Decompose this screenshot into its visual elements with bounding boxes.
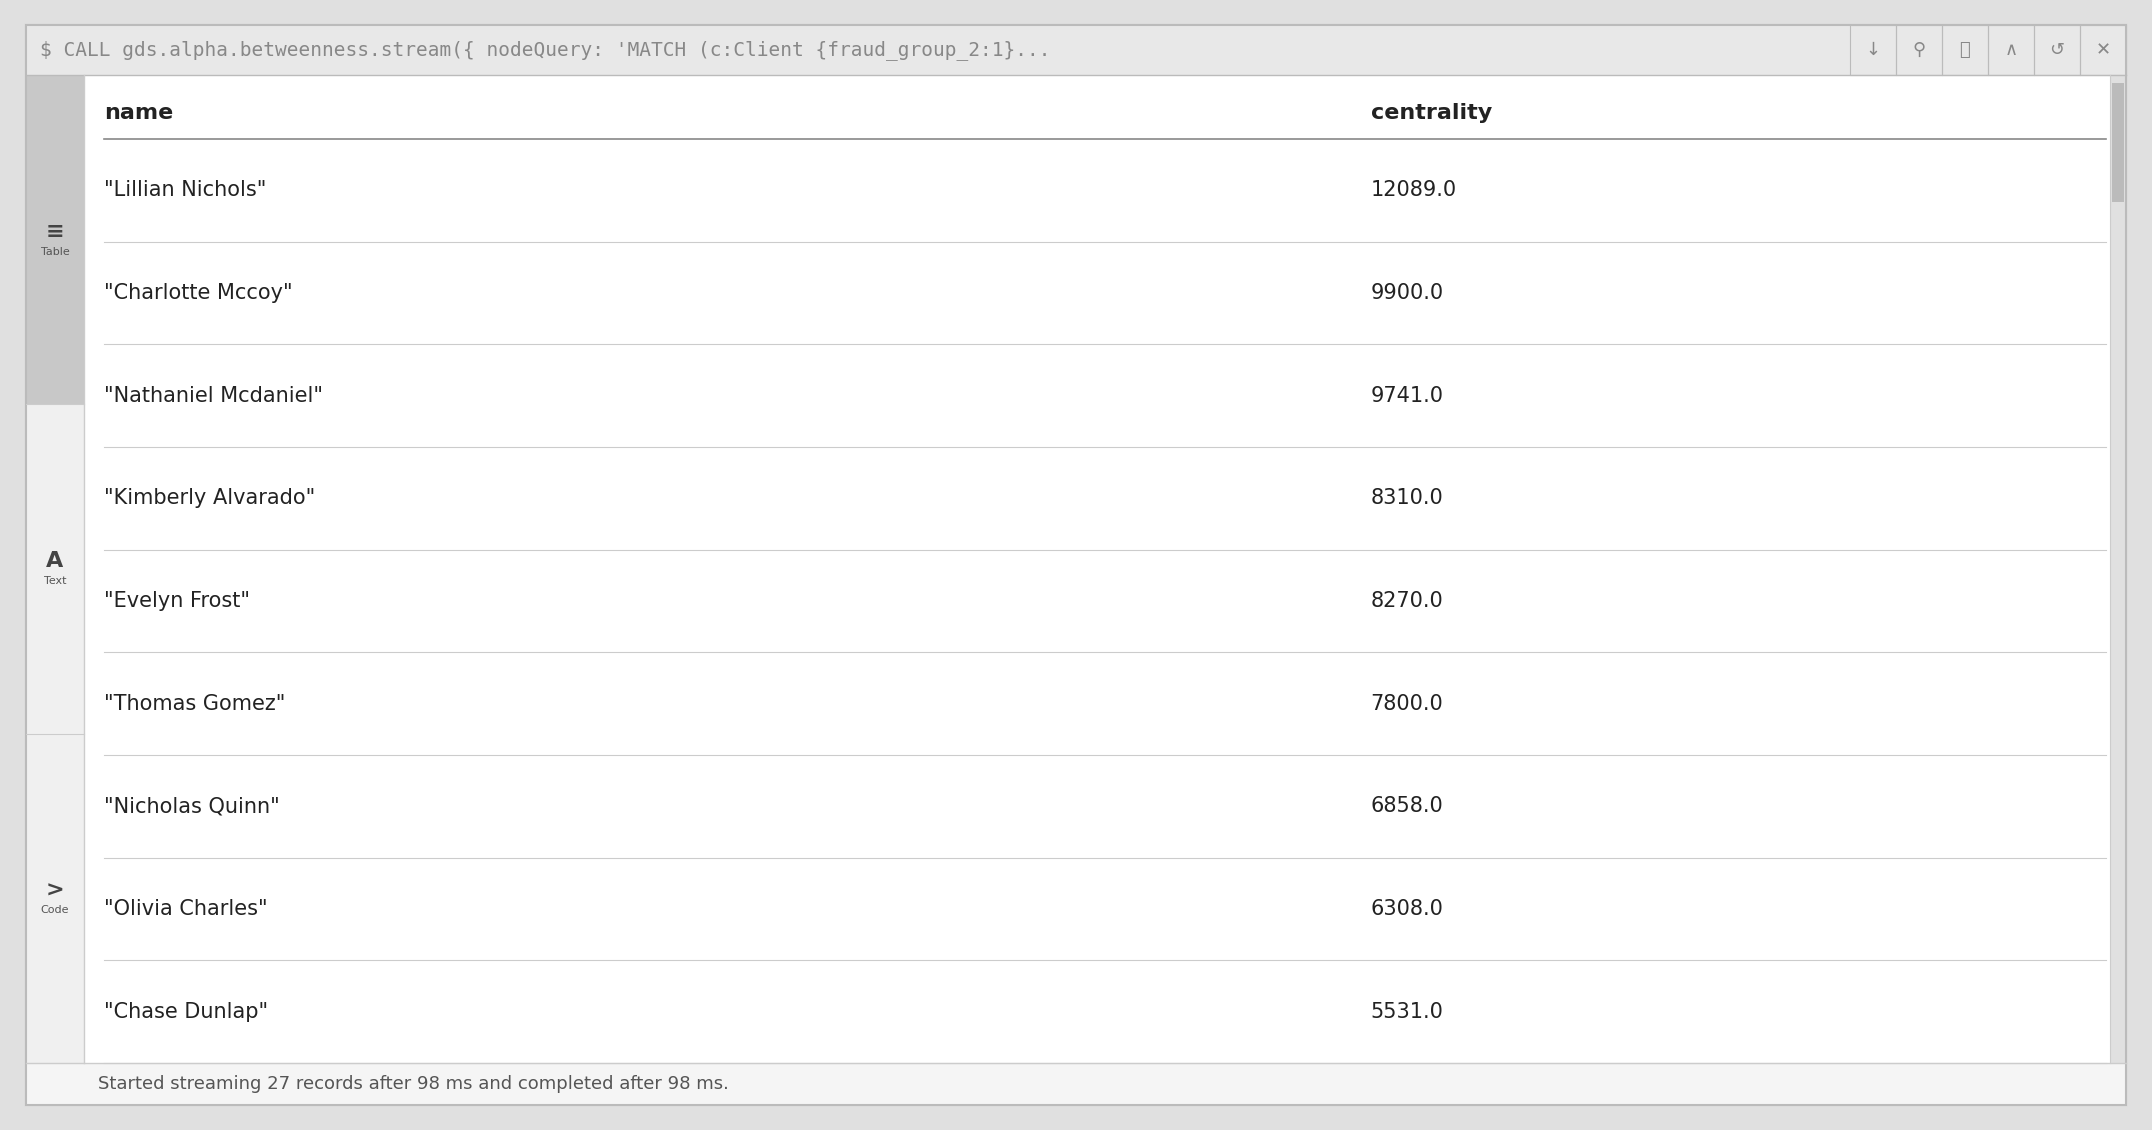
Text: ∧: ∧ [2004, 41, 2019, 59]
Bar [26, 75, 84, 405]
Text: 6858.0: 6858.0 [1371, 797, 1444, 816]
Text: ⤢: ⤢ [1960, 41, 1971, 59]
Text: centrality: centrality [1371, 103, 1491, 123]
Text: "Evelyn Frost": "Evelyn Frost" [103, 591, 250, 611]
Text: A: A [47, 551, 65, 571]
Text: "Nathaniel Mcdaniel": "Nathaniel Mcdaniel" [103, 385, 323, 406]
Text: "Olivia Charles": "Olivia Charles" [103, 899, 267, 919]
Bar [2034, 25, 2081, 75]
Bar [2111, 82, 2124, 201]
Bar [2081, 25, 2126, 75]
Text: 7800.0: 7800.0 [1371, 694, 1444, 714]
Text: Text: Text [43, 576, 67, 586]
Bar [1988, 25, 2034, 75]
Text: 6308.0: 6308.0 [1371, 899, 1444, 919]
Bar [26, 25, 2126, 75]
Text: "Kimberly Alvarado": "Kimberly Alvarado" [103, 488, 314, 508]
Text: "Chase Dunlap": "Chase Dunlap" [103, 1001, 269, 1022]
Bar [1896, 25, 1941, 75]
Text: ✕: ✕ [2096, 41, 2111, 59]
Text: Started streaming 27 records after 98 ms and completed after 98 ms.: Started streaming 27 records after 98 ms… [99, 1075, 730, 1093]
Text: name: name [103, 103, 174, 123]
Text: 5531.0: 5531.0 [1371, 1001, 1444, 1022]
Text: 9900.0: 9900.0 [1371, 282, 1444, 303]
Text: ↺: ↺ [2049, 41, 2064, 59]
Text: 8270.0: 8270.0 [1371, 591, 1444, 611]
Bar [2109, 75, 2126, 1063]
Text: $ CALL gds.alpha.betweenness.stream({ nodeQuery: 'MATCH (c:Client {fraud_group_2: $ CALL gds.alpha.betweenness.stream({ no… [41, 40, 1050, 60]
Text: ↓: ↓ [1866, 41, 1881, 59]
Text: Table: Table [41, 246, 69, 257]
Text: >: > [45, 880, 65, 901]
Text: 8310.0: 8310.0 [1371, 488, 1444, 508]
Text: ⚲: ⚲ [1913, 41, 1926, 59]
Bar [26, 1063, 2126, 1105]
Text: "Thomas Gomez": "Thomas Gomez" [103, 694, 286, 714]
Text: "Nicholas Quinn": "Nicholas Quinn" [103, 797, 280, 816]
Text: 9741.0: 9741.0 [1371, 385, 1444, 406]
Bar [26, 75, 84, 1063]
Text: "Charlotte Mccoy": "Charlotte Mccoy" [103, 282, 293, 303]
Text: "Lillian Nichols": "Lillian Nichols" [103, 181, 267, 200]
Bar [1851, 25, 1896, 75]
Text: Code: Code [41, 905, 69, 915]
Text: 12089.0: 12089.0 [1371, 181, 1457, 200]
Text: ≡: ≡ [45, 221, 65, 242]
Bar [1941, 25, 1988, 75]
